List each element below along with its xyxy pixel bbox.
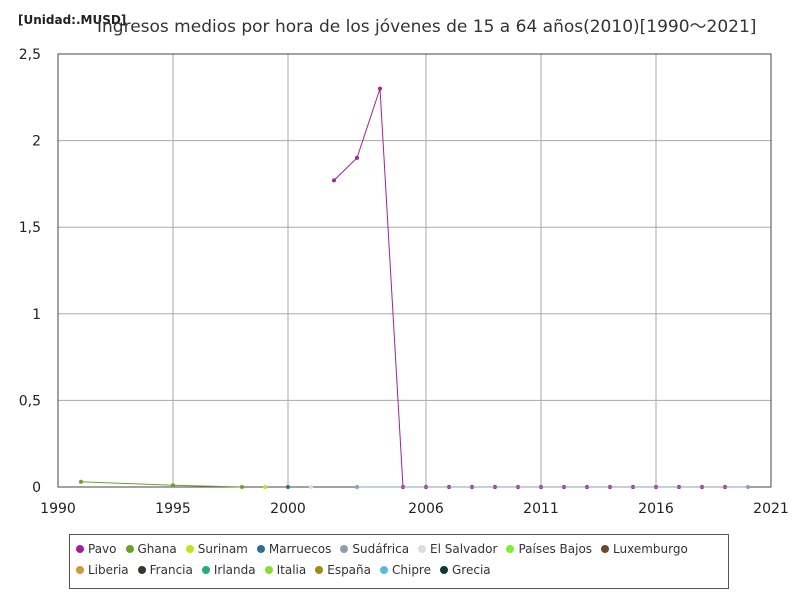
chart-title: Ingresos medios por hora de los jóvenes … bbox=[97, 17, 757, 37]
legend-marker bbox=[185, 545, 194, 553]
series-line bbox=[80, 481, 243, 488]
data-point bbox=[171, 483, 175, 488]
series-sudáfrica bbox=[355, 485, 750, 489]
series-el-salvador bbox=[309, 485, 313, 489]
legend-marker bbox=[76, 545, 84, 553]
y-tick-label: 1,5 bbox=[19, 220, 41, 236]
legend-marker bbox=[380, 566, 388, 574]
legend-entry: Marruecos bbox=[256, 541, 332, 557]
grid-lines bbox=[58, 54, 771, 487]
x-tick-label: 2016 bbox=[638, 501, 674, 517]
data-point bbox=[309, 485, 313, 489]
legend-label: Sudáfrica bbox=[352, 542, 410, 556]
legend-entry: Italia bbox=[264, 562, 307, 578]
legend-marker bbox=[340, 545, 349, 553]
legend-label: Grecia bbox=[452, 563, 491, 577]
y-tick-label: 2 bbox=[32, 134, 41, 150]
legend-entry: España bbox=[315, 562, 371, 578]
legend-label: El Salvador bbox=[430, 542, 498, 556]
legend-marker bbox=[125, 545, 134, 553]
data-point bbox=[79, 479, 83, 484]
data-point bbox=[286, 485, 290, 489]
x-tick-label: 2000 bbox=[270, 501, 306, 517]
legend: Pavo Ghana Surinam Marruecos Sudáfrica El Sal… bbox=[69, 534, 729, 589]
legend-entry: El Salvador bbox=[418, 541, 497, 557]
legend-entry: Chipre bbox=[380, 562, 431, 578]
legend-label: Surinam bbox=[197, 542, 248, 556]
legend-marker bbox=[440, 566, 448, 574]
plot-frame bbox=[57, 53, 772, 488]
legend-entry: Luxemburgo bbox=[601, 541, 688, 557]
series-lines bbox=[79, 86, 750, 489]
data-point bbox=[240, 485, 244, 489]
legend-marker bbox=[264, 566, 273, 574]
legend-marker bbox=[137, 566, 146, 574]
legend-entry: Irlanda bbox=[201, 562, 256, 578]
legend-label: Marruecos bbox=[268, 542, 332, 556]
legend-marker bbox=[315, 566, 324, 574]
legend-label: España bbox=[327, 563, 371, 577]
x-tick-label: 1990 bbox=[40, 501, 76, 517]
legend-entry: Pavo bbox=[76, 541, 117, 557]
data-point bbox=[378, 86, 382, 91]
series-surinam bbox=[263, 485, 267, 489]
legend-entry: Francia bbox=[137, 562, 193, 578]
legend-entry: Sudáfrica bbox=[340, 541, 409, 557]
legend-marker bbox=[418, 545, 427, 553]
series-marruecos bbox=[286, 485, 290, 489]
unit-label: [Unidad:.MUSD] bbox=[18, 13, 127, 27]
legend-marker bbox=[506, 545, 515, 553]
legend-label: Francia bbox=[149, 563, 193, 577]
legend-entry: Liberia bbox=[76, 562, 129, 578]
legend-label: Países Bajos bbox=[518, 542, 593, 556]
y-tick-label: 1 bbox=[32, 307, 41, 323]
legend-entry: Surinam bbox=[185, 541, 248, 557]
x-tick-label: 1995 bbox=[155, 501, 191, 517]
legend-label: Pavo bbox=[88, 542, 117, 556]
legend-entry: Grecia bbox=[440, 562, 491, 578]
legend-label: Luxemburgo bbox=[613, 542, 688, 556]
legend-entry: Ghana bbox=[125, 541, 177, 557]
y-tick-label: 2,5 bbox=[19, 47, 41, 63]
x-tick-label: 2011 bbox=[523, 501, 559, 517]
legend-marker bbox=[601, 545, 610, 553]
series-pavo bbox=[332, 86, 727, 489]
data-point bbox=[332, 178, 336, 183]
data-point bbox=[263, 485, 267, 489]
legend-label: Italia bbox=[276, 563, 307, 577]
data-point bbox=[746, 485, 750, 489]
legend-label: Liberia bbox=[88, 563, 129, 577]
legend-label: Irlanda bbox=[213, 563, 256, 577]
y-tick-label: 0,5 bbox=[19, 393, 41, 409]
series-line bbox=[333, 88, 725, 488]
x-tick-label: 2006 bbox=[408, 501, 444, 517]
legend-label: Chipre bbox=[392, 563, 431, 577]
series-ghana bbox=[79, 479, 244, 489]
x-tick-label: 2021 bbox=[753, 501, 789, 517]
data-point bbox=[355, 155, 359, 160]
legend-marker bbox=[76, 566, 84, 574]
data-point bbox=[355, 485, 359, 489]
legend-entry: Países Bajos bbox=[506, 541, 592, 557]
legend-marker bbox=[256, 545, 265, 553]
axes: 1990 1995 2000 2006 2011 2016 2021 0 0,5 1 1,5 2 2,5 bbox=[19, 47, 789, 517]
y-tick-label: 0 bbox=[32, 480, 41, 496]
legend-label: Ghana bbox=[137, 542, 177, 556]
legend-items: Pavo Ghana Surinam Marruecos Sudáfrica El Sal… bbox=[76, 541, 722, 578]
legend-marker bbox=[201, 566, 210, 574]
